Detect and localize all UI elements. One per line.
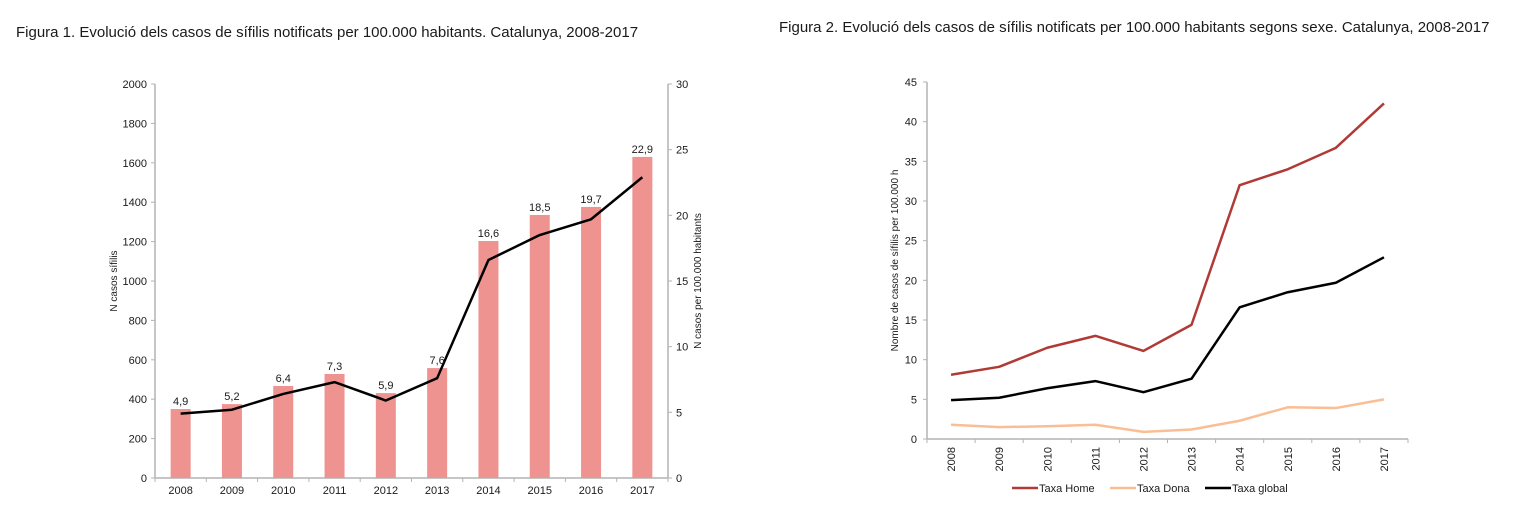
x-axis-tick-label: 2014	[476, 485, 500, 497]
y-axis-tick-label: 5	[911, 394, 917, 406]
y-axis-tick-label: 40	[905, 117, 917, 129]
y-axis-tick-label: 45	[905, 77, 917, 89]
left-axis-tick-label: 200	[129, 434, 147, 446]
left-axis-tick-label: 1200	[123, 237, 147, 249]
x-axis-tick-label: 2013	[1187, 447, 1199, 471]
data-label-2010: 6,4	[276, 373, 291, 385]
y-axis-tick-label: 15	[905, 315, 917, 327]
data-label-2013: 7,6	[430, 355, 445, 367]
right-axis-title: N casos per 100.000 habitants	[693, 213, 704, 349]
x-axis-tick-label: 2009	[994, 447, 1006, 471]
right-axis-tick-label: 5	[676, 407, 682, 419]
series-line-taxa-global	[950, 256, 1385, 402]
legend-label-taxa-global: Taxa global	[1232, 483, 1288, 495]
left-axis-tick-label: 0	[141, 473, 147, 485]
left-axis-title: N casos sífilis	[109, 250, 120, 311]
x-axis-tick-label: 2008	[168, 485, 192, 497]
x-axis-tick-label: 2016	[1331, 447, 1343, 471]
right-axis-tick-label: 25	[676, 145, 688, 157]
data-label-2017: 22,9	[632, 144, 653, 156]
x-axis-tick-label: 2010	[1042, 447, 1054, 471]
y-axis-tick-label: 10	[905, 355, 917, 367]
data-label-2016: 19,7	[580, 194, 601, 206]
x-axis-tick-label: 2010	[271, 485, 295, 497]
right-axis-tick-label: 30	[676, 79, 688, 91]
data-label-2011: 7,3	[327, 361, 342, 373]
series-line-taxa-home	[950, 102, 1385, 376]
bar-2016	[581, 206, 602, 479]
bar-2015	[529, 215, 550, 478]
x-axis-tick-label: 2009	[220, 485, 244, 497]
left-axis-tick-label: 1600	[123, 158, 147, 170]
x-axis-tick-label: 2015	[528, 485, 552, 497]
x-axis-tick-label: 2012	[1138, 447, 1150, 471]
y-axis-tick-label: 25	[905, 236, 917, 248]
right-axis-tick-label: 10	[676, 342, 688, 354]
x-axis-tick-label: 2017	[1379, 447, 1391, 471]
data-label-2014: 16,6	[478, 228, 499, 240]
bar-2010	[273, 386, 294, 478]
x-axis-tick-label: 2014	[1235, 447, 1247, 471]
figure-2-title: Figura 2. Evolució dels casos de sífilis…	[779, 19, 1490, 36]
x-axis-tick-label: 2012	[374, 485, 398, 497]
left-axis-tick-label: 1000	[123, 276, 147, 288]
left-axis-tick-label: 2000	[123, 79, 147, 91]
bar-2014	[478, 241, 499, 478]
figure-1-chart: 0 200 400 600 800 1000 1200 1400 1600 1800 2000 0 5 1…	[109, 79, 704, 497]
y-axis-tick-label: 35	[905, 156, 917, 168]
bar-2008	[170, 409, 191, 478]
data-label-2015: 18,5	[529, 202, 550, 214]
data-label-2012: 5,9	[378, 380, 393, 392]
left-axis-tick-label: 600	[129, 355, 147, 367]
legend-label-taxa-home: Taxa Home	[1039, 483, 1095, 495]
y-axis-tick-label: 0	[911, 434, 917, 446]
right-axis-tick-label: 20	[676, 210, 688, 222]
x-axis-tick-label: 2016	[579, 485, 603, 497]
left-axis-tick-label: 1400	[123, 197, 147, 209]
legend-label-taxa-dona: Taxa Dona	[1137, 483, 1190, 495]
bar-2009	[221, 404, 242, 478]
x-axis-tick-label: 2017	[630, 485, 654, 497]
x-axis-tick-label: 2011	[1090, 447, 1102, 471]
bar-2017	[632, 156, 653, 478]
bar-2011	[324, 373, 345, 478]
figure-1-title: Figura 1. Evolució dels casos de sífilis…	[16, 24, 639, 41]
bar-2013	[427, 368, 448, 478]
left-axis-tick-label: 1800	[123, 118, 147, 130]
data-label-2009: 5,2	[224, 391, 239, 403]
rate-line	[180, 176, 644, 415]
x-axis-tick-label: 2011	[323, 485, 347, 497]
y-axis-title: Nombre de casos de sífilis per 100.000 h	[890, 170, 901, 352]
left-axis-tick-label: 800	[129, 315, 147, 327]
right-axis-tick-label: 15	[676, 276, 688, 288]
right-axis-tick-label: 0	[676, 473, 682, 485]
y-axis-tick-label: 20	[905, 275, 917, 287]
x-axis-tick-label: 2015	[1283, 447, 1295, 471]
x-axis-tick-label: 2013	[425, 485, 449, 497]
bar-2012	[375, 393, 396, 478]
left-axis-tick-label: 400	[129, 394, 147, 406]
y-axis-tick-label: 30	[905, 196, 917, 208]
data-label-2008: 4,9	[173, 396, 188, 408]
x-axis-tick-label: 2008	[946, 447, 958, 471]
series-line-taxa-dona	[950, 398, 1385, 434]
